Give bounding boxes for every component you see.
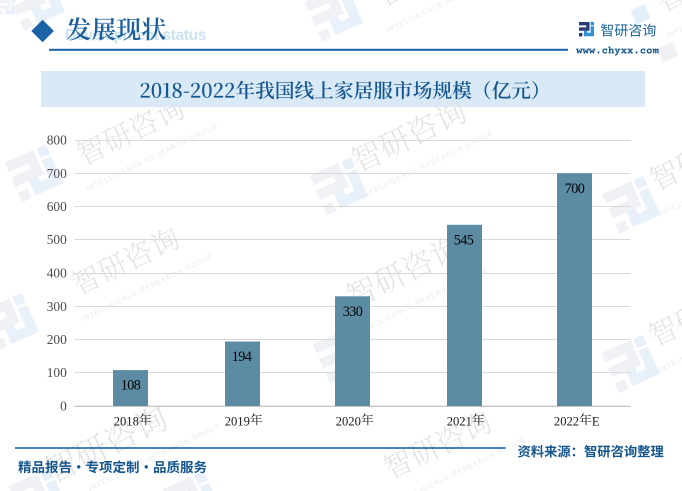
svg-text:700: 700	[47, 166, 67, 181]
svg-text:500: 500	[47, 232, 67, 247]
svg-text:100: 100	[47, 365, 67, 380]
svg-text:200: 200	[47, 332, 67, 347]
svg-text:194: 194	[232, 349, 252, 365]
svg-text:700: 700	[565, 181, 585, 197]
svg-text:2021: 2021	[447, 414, 472, 428]
svg-text:300: 300	[47, 299, 67, 314]
svg-text:0: 0	[60, 399, 67, 414]
svg-text:2018: 2018	[114, 414, 139, 428]
svg-text:800: 800	[47, 133, 67, 148]
svg-text:Development status: Development status	[65, 27, 207, 44]
svg-text:2019: 2019	[225, 414, 250, 428]
svg-text:2022: 2022	[554, 414, 579, 428]
svg-text:108: 108	[121, 378, 141, 394]
svg-text:E: E	[592, 414, 600, 428]
svg-text:330: 330	[343, 304, 363, 320]
svg-text:545: 545	[454, 232, 474, 248]
svg-text:400: 400	[47, 266, 67, 281]
svg-text:2020: 2020	[336, 414, 361, 428]
svg-text:600: 600	[47, 199, 67, 214]
